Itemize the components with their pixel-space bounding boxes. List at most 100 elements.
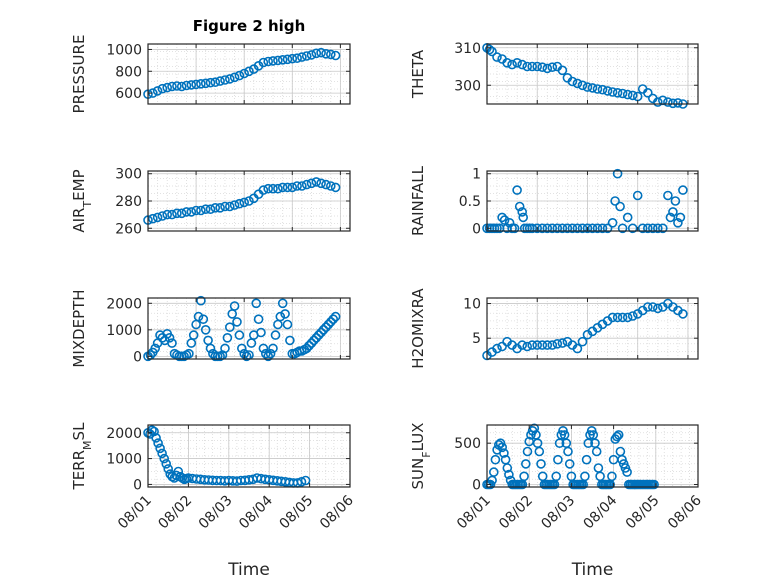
data-point [270, 330, 281, 340]
data-point [300, 475, 311, 486]
data-point [244, 66, 254, 77]
data-point [277, 54, 288, 65]
data-point [184, 348, 194, 359]
chart-panel-h2omixra: 5 10 H2OMIXRA [409, 288, 699, 369]
data-point [325, 317, 336, 327]
data-point [517, 340, 528, 350]
data-point [316, 327, 326, 338]
data-point [167, 338, 177, 348]
x-axis-label: Time [227, 560, 270, 580]
data-point [627, 311, 638, 321]
data-point [258, 343, 269, 354]
data-point [652, 303, 663, 314]
data-point [325, 181, 336, 191]
data-point [311, 48, 322, 59]
y-tick-label: 300 [115, 167, 142, 183]
series-markers [482, 423, 659, 490]
data-point [186, 80, 197, 90]
data-point [547, 223, 558, 234]
data-point [244, 196, 254, 206]
y-tick-label: 10 [463, 297, 481, 313]
data-point [512, 57, 522, 68]
data-point [542, 223, 553, 234]
data-point [280, 309, 290, 319]
y-tick-label: 0 [133, 349, 142, 365]
y-axis-label-part: RAINFALL [409, 165, 427, 236]
data-point [537, 62, 548, 72]
y-axis-label-part: THETA [409, 49, 427, 99]
data-point [547, 62, 558, 72]
y-tick-label: 800 [115, 64, 142, 80]
data-point [318, 324, 329, 335]
data-point [273, 55, 283, 66]
data-point [200, 204, 211, 214]
data-point [577, 223, 588, 234]
y-axis-label-part: SL [70, 422, 88, 441]
data-point [210, 77, 221, 87]
data-point [514, 201, 525, 212]
data-point [602, 223, 613, 234]
data-point [542, 340, 553, 350]
y-tick-label: 0.5 [459, 194, 481, 210]
data-point [296, 476, 307, 487]
y-tick-label: 2000 [106, 426, 142, 442]
data-point [205, 343, 216, 354]
data-point [492, 343, 502, 354]
data-point [587, 83, 598, 93]
data-point [649, 479, 659, 490]
data-point [306, 50, 317, 60]
data-point [665, 212, 676, 223]
data-point [167, 209, 177, 220]
data-point [563, 446, 573, 457]
data-point [622, 312, 633, 323]
data-point [553, 454, 563, 465]
y-tick-label: 260 [115, 221, 142, 237]
data-point [647, 302, 658, 312]
y-axis-label-part: H2OMIXRA [409, 288, 427, 369]
data-point [580, 471, 590, 482]
data-point [268, 56, 278, 66]
y-axis-label: RAINFALL [409, 165, 427, 236]
data-point [287, 182, 298, 193]
y-tick-label: 300 [454, 78, 481, 94]
data-point [622, 89, 633, 100]
data-point [188, 330, 199, 340]
series-markers [143, 295, 341, 362]
data-point [167, 81, 177, 92]
y-axis-label-subscript: T [81, 201, 94, 209]
data-point [617, 312, 628, 323]
data-point [157, 211, 168, 221]
data-point [537, 340, 548, 350]
data-point [277, 182, 288, 193]
data-point [232, 317, 242, 327]
y-tick-label: 0 [133, 477, 142, 493]
data-point [258, 185, 269, 195]
data-point [673, 98, 683, 108]
data-point [191, 79, 201, 90]
data-point [512, 185, 522, 195]
data-point [507, 59, 517, 70]
data-point [520, 459, 531, 469]
data-point [306, 178, 317, 189]
data-point [149, 426, 159, 437]
data-point [581, 454, 592, 465]
data-point [537, 223, 548, 234]
data-point [587, 223, 598, 234]
y-tick-label: 0 [472, 221, 481, 237]
data-point [652, 223, 663, 234]
data-point [502, 463, 513, 473]
data-point [215, 203, 225, 213]
data-point [234, 330, 245, 340]
axes-frame [486, 43, 699, 105]
data-point [484, 44, 495, 55]
data-point [567, 223, 578, 234]
y-axis-label: THETA [409, 49, 427, 99]
y-axis-label-subscript: F [420, 451, 433, 457]
data-point [607, 471, 617, 482]
data-point [260, 348, 271, 359]
data-point [602, 86, 613, 96]
data-point [325, 49, 336, 60]
data-point [273, 183, 283, 194]
data-point [225, 74, 235, 84]
data-point [536, 459, 546, 469]
